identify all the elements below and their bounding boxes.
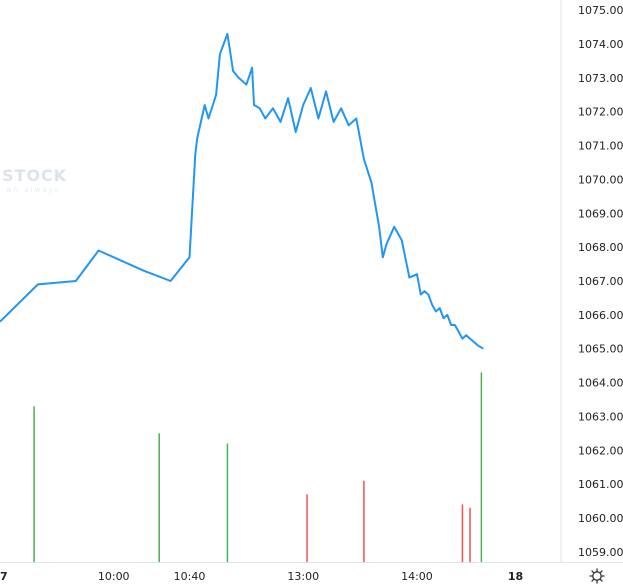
watermark-tagline: wh always (6, 186, 60, 194)
watermark: STOCK wh always (2, 166, 67, 194)
x-tick-label: 13:00 (287, 570, 319, 583)
volume-bar (33, 406, 35, 562)
y-tick-label: 1071.00 (578, 140, 623, 153)
y-tick-label: 1075.00 (578, 4, 623, 17)
y-tick-label: 1070.00 (578, 173, 623, 186)
y-tick-label: 1059.00 (578, 546, 623, 559)
volume-bar (306, 494, 308, 562)
y-tick-label: 1067.00 (578, 275, 623, 288)
y-tick-label: 1072.00 (578, 106, 623, 119)
price-line (0, 32, 484, 350)
x-tick-label: 10:40 (174, 570, 206, 583)
y-tick-label: 1065.00 (578, 343, 623, 356)
settings-button[interactable] (589, 568, 605, 584)
y-tick-label: 1074.00 (578, 38, 623, 51)
y-tick-label: 1066.00 (578, 309, 623, 322)
price-line-layer (0, 32, 484, 350)
x-tick-label: 14:00 (401, 570, 433, 583)
x-tick-label: 17 (0, 570, 8, 583)
volume-bar (480, 372, 483, 562)
y-tick-label: 1069.00 (578, 207, 623, 220)
y-tick-label: 1064.00 (578, 377, 623, 390)
volume-bar (461, 504, 464, 562)
gear-icon (589, 568, 605, 584)
time-axis: 17 10:00 10:40 13:00 14:00 18 (0, 570, 523, 583)
volume-bar (469, 507, 471, 562)
y-tick-label: 1062.00 (578, 444, 623, 457)
y-tick-label: 1068.00 (578, 241, 623, 254)
x-tick-label: 18 (508, 570, 523, 583)
y-tick-label: 1073.00 (578, 72, 623, 85)
y-tick-label: 1060.00 (578, 512, 623, 525)
y-tick-label: 1061.00 (578, 478, 623, 491)
x-tick-label: 10:00 (98, 570, 130, 583)
volume-bar (158, 433, 160, 562)
price-axis: 1075.00 1074.00 1073.00 1072.00 1071.00 1070.… (578, 4, 623, 559)
y-tick-label: 1063.00 (578, 410, 623, 423)
watermark-brand: STOCK (2, 166, 67, 185)
volume-bars (33, 372, 483, 562)
volume-bar (226, 443, 229, 562)
volume-bar (363, 480, 365, 562)
